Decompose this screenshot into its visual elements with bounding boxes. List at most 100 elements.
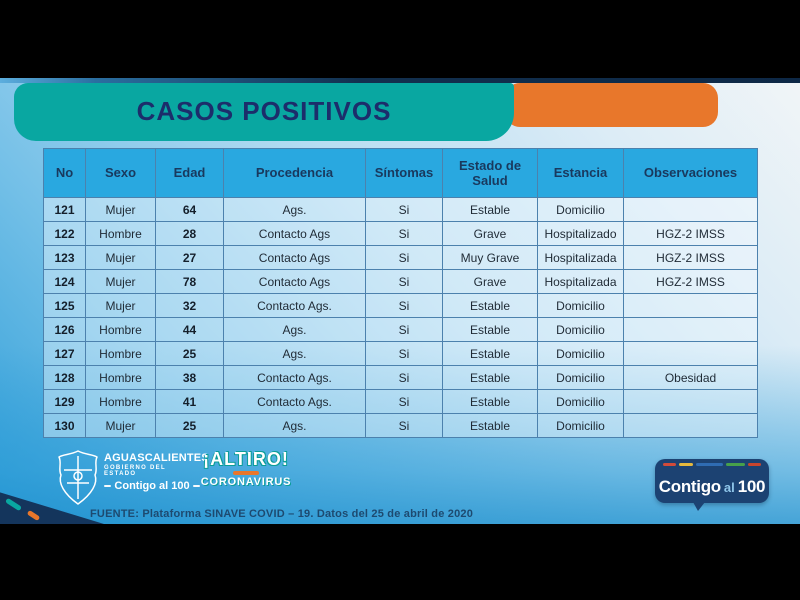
contigo-al-100-badge: Contigo al 100 [655, 459, 769, 511]
table-cell: Hombre [85, 341, 156, 366]
table-cell: Hombre [85, 317, 156, 342]
table-cell: Domicilio [537, 365, 624, 390]
letterbox-bottom [0, 524, 800, 600]
page-title: CASOS POSITIVOS [136, 95, 392, 126]
badge-word-100: 100 [737, 477, 766, 496]
table-row: 130 Mujer 25 Ags. Si Estable Domicilio [43, 413, 758, 438]
table-cell: 129 [43, 389, 86, 414]
table-row: 121 Mujer 64 Ags. Si Estable Domicilio [43, 197, 758, 222]
column-header: Síntomas [365, 148, 443, 198]
column-header: No [43, 148, 86, 198]
table-cell: 124 [43, 269, 86, 294]
altiro-campaign-logo: ¡ALTIRO! CORONAVIRUS [190, 449, 302, 488]
table-cell: 25 [155, 341, 224, 366]
table-row: 126 Hombre 44 Ags. Si Estable Domicilio [43, 317, 758, 342]
badge-word-al: al [723, 479, 735, 495]
letterbox-top [0, 0, 800, 78]
table-cell: 122 [43, 221, 86, 246]
table-cell: 121 [43, 197, 86, 222]
table-cell: Hospitalizado [537, 221, 624, 246]
table-cell: Estable [442, 389, 538, 414]
badge-color-stripes [663, 463, 762, 466]
table-cell: Obesidad [623, 365, 758, 390]
table-cell: Hospitalizada [537, 245, 624, 270]
table-row: 129 Hombre 41 Contacto Ags. Si Estable Domicil… [43, 389, 758, 414]
table-cell: Mujer [85, 293, 156, 318]
badge-stripe [726, 463, 746, 466]
table-cell: Si [365, 197, 443, 222]
table-row: 124 Mujer 78 Contacto Ags Si Grave Hospitaliza… [43, 269, 758, 294]
cases-table-wrapper: No Sexo Edad Procedencia Síntomas Estado de S… [43, 148, 758, 438]
table-cell: 25 [155, 413, 224, 438]
table-cell [623, 317, 758, 342]
table-cell: HGZ-2 IMSS [623, 245, 758, 270]
table-cell: Mujer [85, 245, 156, 270]
table-cell: Contacto Ags. [223, 293, 366, 318]
orange-accent-tab [505, 83, 718, 127]
badge-stripe [696, 463, 724, 466]
table-cell [623, 293, 758, 318]
positive-cases-table: No Sexo Edad Procedencia Síntomas Estado de S… [43, 148, 758, 438]
column-header: Observaciones [623, 148, 758, 198]
table-cell: Si [365, 413, 443, 438]
table-cell: Domicilio [537, 341, 624, 366]
table-cell: 28 [155, 221, 224, 246]
source-note: FUENTE: Plataforma SINAVE COVID – 19. Da… [90, 508, 474, 520]
column-header: Edad [155, 148, 224, 198]
table-cell: 78 [155, 269, 224, 294]
table-cell: 126 [43, 317, 86, 342]
table-cell: Hospitalizada [537, 269, 624, 294]
table-cell: 123 [43, 245, 86, 270]
column-header: Procedencia [223, 148, 366, 198]
table-cell: Muy Grave [442, 245, 538, 270]
table-cell: Domicilio [537, 413, 624, 438]
table-cell: Estable [442, 293, 538, 318]
badge-stripe [678, 463, 694, 466]
table-cell [623, 341, 758, 366]
table-cell: 38 [155, 365, 224, 390]
table-cell: Contacto Ags [223, 269, 366, 294]
table-cell: 32 [155, 293, 224, 318]
table-cell: Estable [442, 197, 538, 222]
table-cell: Domicilio [537, 197, 624, 222]
table-cell: Hombre [85, 365, 156, 390]
table-cell: Si [365, 269, 443, 294]
table-cell: Si [365, 317, 443, 342]
title-banner: CASOS POSITIVOS [14, 83, 514, 141]
table-cell: Grave [442, 221, 538, 246]
table-cell [623, 197, 758, 222]
altiro-wordmark: ¡ALTIRO! [203, 449, 289, 469]
government-slogan: Contigo al 100 [114, 480, 190, 492]
table-cell: Grave [442, 269, 538, 294]
table-cell: HGZ-2 IMSS [623, 269, 758, 294]
altiro-ribbon [233, 471, 259, 475]
table-cell: Contacto Ags. [223, 389, 366, 414]
table-cell: Hombre [85, 221, 156, 246]
table-cell: Domicilio [537, 293, 624, 318]
table-cell: Estable [442, 413, 538, 438]
table-cell: 27 [155, 245, 224, 270]
government-logo-text: AGUASCALIENTES GOBIERNO DEL ESTADO Conti… [104, 452, 209, 492]
table-cell: Mujer [85, 269, 156, 294]
slide-background: CASOS POSITIVOS No Sexo Edad Procedencia Sín… [0, 78, 800, 524]
table-cell [623, 413, 758, 438]
table-cell: Estable [442, 365, 538, 390]
table-cell: 127 [43, 341, 86, 366]
government-name: AGUASCALIENTES [104, 452, 209, 464]
table-cell: Contacto Ags [223, 221, 366, 246]
table-cell: 125 [43, 293, 86, 318]
table-cell: Ags. [223, 197, 366, 222]
aguascalientes-coat-of-arms-icon [58, 450, 98, 505]
column-header: Estado de Salud [442, 148, 538, 198]
table-cell: Si [365, 365, 443, 390]
table-cell: Contacto Ags. [223, 365, 366, 390]
table-cell: Si [365, 293, 443, 318]
table-cell: Si [365, 221, 443, 246]
table-cell: Ags. [223, 341, 366, 366]
table-cell: Mujer [85, 197, 156, 222]
table-cell: Contacto Ags [223, 245, 366, 270]
table-header-row: No Sexo Edad Procedencia Síntomas Estado de S… [43, 148, 758, 198]
table-row: 122 Hombre 28 Contacto Ags Si Grave Hospitaliz… [43, 221, 758, 246]
badge-stripe [748, 463, 762, 466]
